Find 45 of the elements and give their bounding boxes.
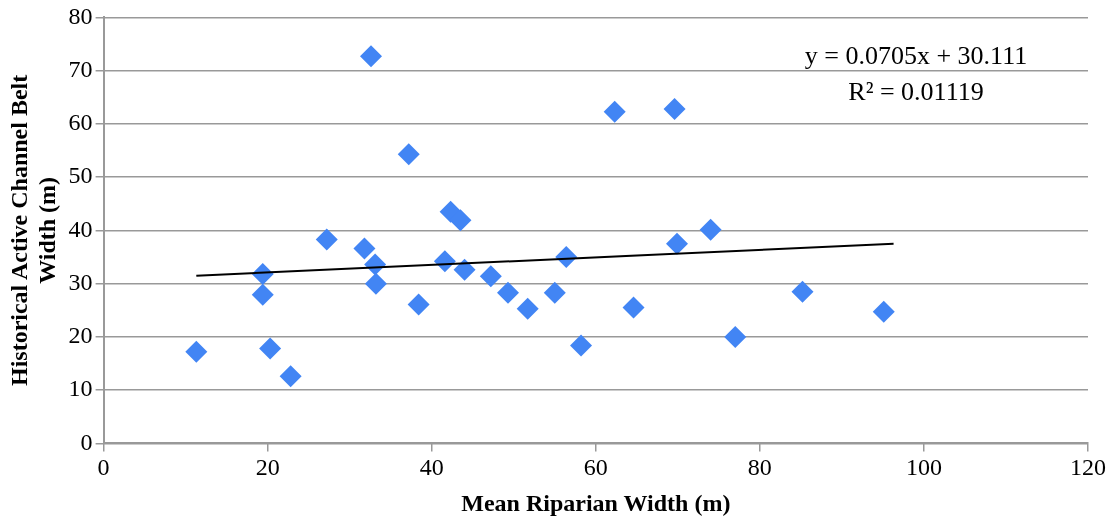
point	[497, 281, 520, 304]
y-tick-label: 20	[68, 322, 93, 349]
y-tick-label: 0	[80, 428, 93, 455]
point	[666, 232, 689, 255]
y-tick-label: 30	[68, 268, 93, 295]
point	[622, 296, 645, 319]
y-tick-label: 40	[68, 215, 93, 242]
y-tick-label: 50	[68, 162, 93, 189]
point	[872, 300, 895, 323]
point	[279, 365, 302, 388]
point	[449, 209, 472, 232]
x-tick-label: 40	[419, 454, 444, 481]
point	[259, 337, 282, 360]
point	[185, 340, 208, 363]
point	[364, 272, 387, 295]
x-tick-label: 20	[255, 454, 280, 481]
y-tick-label: 60	[68, 109, 93, 136]
x-tick-label: 80	[747, 454, 772, 481]
point	[479, 265, 502, 288]
x-tick-label: 100	[905, 454, 942, 481]
annotation: R² = 0.01119	[848, 77, 984, 107]
x-axis-title: Mean Riparian Width (m)	[461, 489, 731, 516]
point	[724, 325, 747, 348]
point	[516, 297, 539, 320]
point	[353, 237, 376, 260]
point	[791, 280, 814, 303]
point	[603, 100, 626, 123]
y-tick-label: 70	[68, 55, 93, 82]
point	[699, 218, 722, 241]
x-tick-label: 120	[1070, 454, 1106, 481]
x-tick-label: 60	[583, 454, 608, 481]
point	[407, 293, 430, 316]
point	[543, 281, 566, 304]
point	[397, 143, 420, 166]
y-axis-title: Historical Active Channel Belt Width (m)	[5, 74, 61, 387]
point	[663, 97, 686, 120]
y-tick-label: 80	[68, 2, 93, 29]
annotation: y = 0.0705x + 30.111	[804, 41, 1028, 71]
point	[251, 283, 274, 306]
point	[570, 334, 593, 357]
point	[453, 258, 476, 281]
point	[360, 45, 383, 68]
x-tick-label: 0	[97, 454, 110, 481]
y-tick-label: 10	[68, 375, 93, 402]
point	[315, 228, 338, 251]
